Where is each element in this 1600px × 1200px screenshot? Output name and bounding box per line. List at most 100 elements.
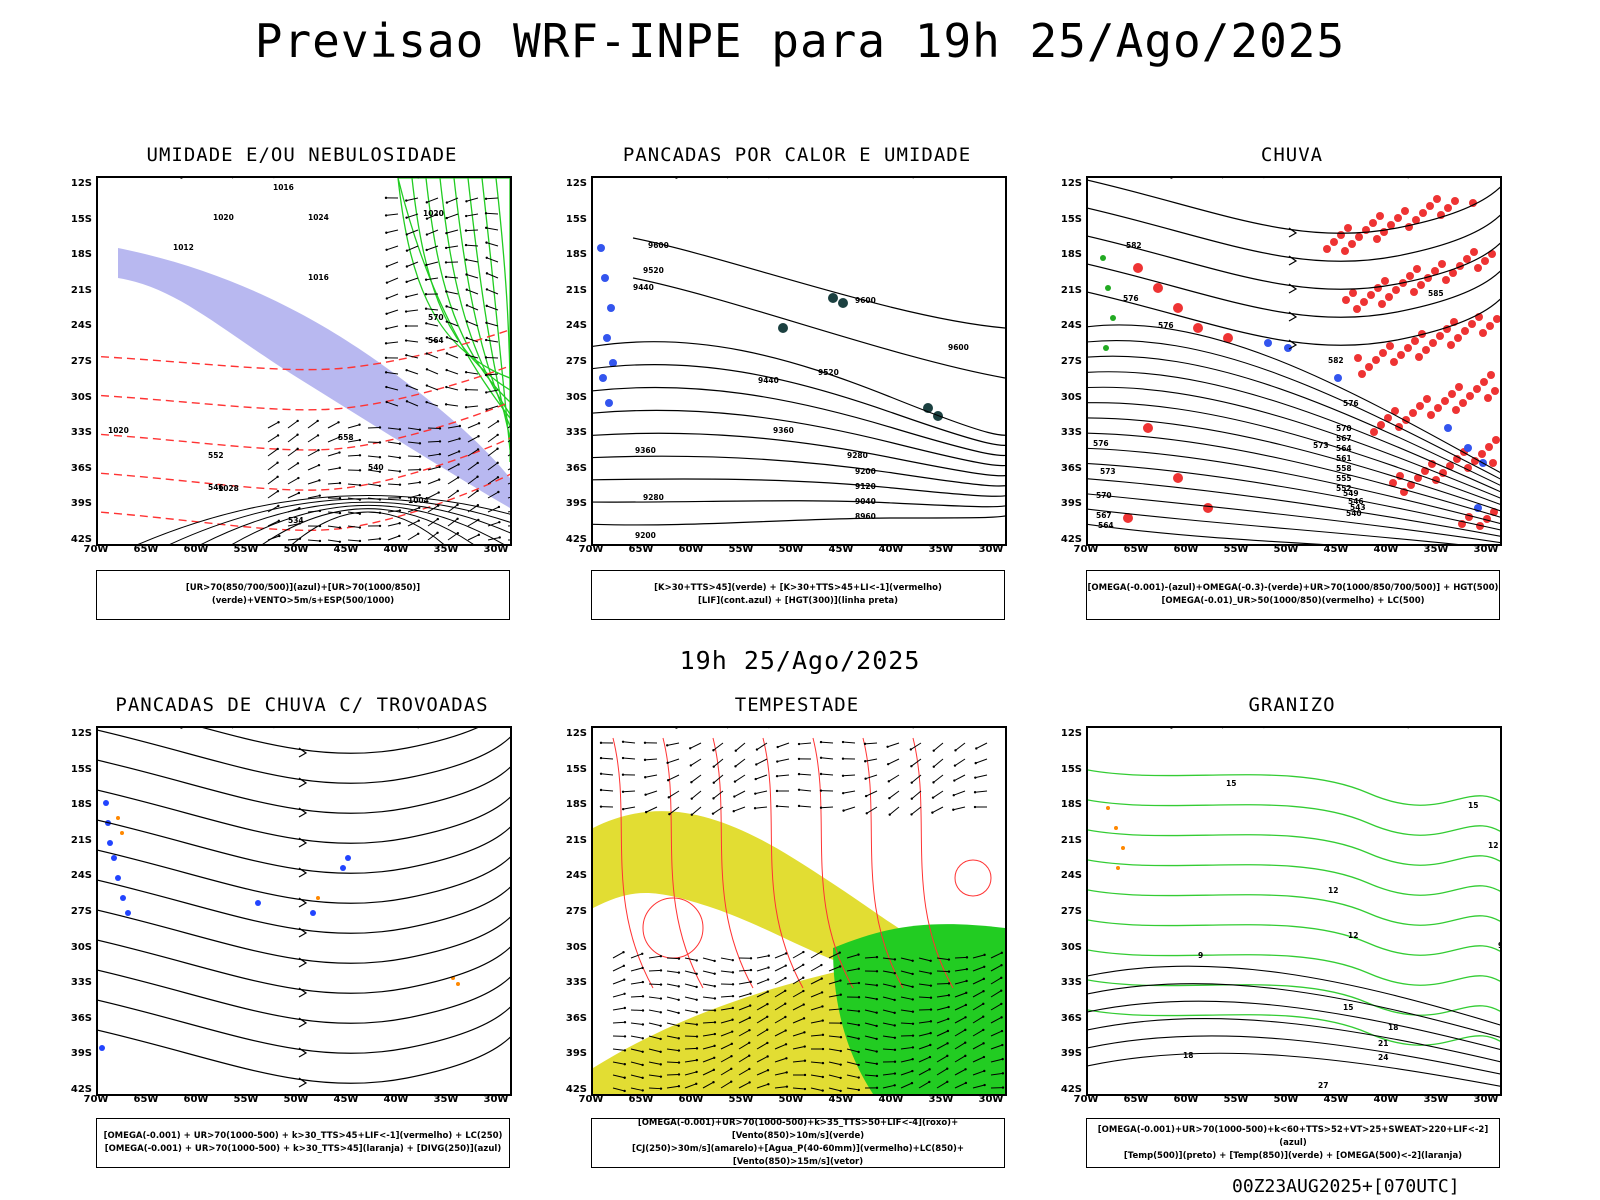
- wind-vector: [792, 1004, 804, 1011]
- wind-vector: [446, 336, 459, 343]
- shaded-area: [1438, 260, 1446, 268]
- wind-vector: [954, 968, 967, 972]
- wind-vector-head: [378, 524, 382, 528]
- shaded-area: [1405, 223, 1413, 231]
- wind-vector-head: [887, 780, 891, 783]
- wind-vector: [446, 291, 459, 295]
- wind-vector: [866, 806, 878, 814]
- wind-vector: [426, 277, 439, 281]
- wind-vector-head: [677, 957, 681, 960]
- shaded-area: [828, 293, 838, 303]
- wind-vector-head: [803, 1059, 807, 1062]
- wind-vector: [465, 244, 479, 247]
- wind-vector: [936, 957, 949, 961]
- wind-vector-head: [496, 420, 500, 423]
- shaded-area: [1473, 385, 1481, 393]
- wind-vector: [386, 229, 399, 234]
- contour-label: 1024: [308, 213, 329, 222]
- wind-vector: [307, 479, 320, 485]
- wind-vector: [756, 967, 769, 972]
- wind-vector: [466, 320, 479, 327]
- wind-vector-head: [398, 456, 402, 459]
- wind-vector-head: [911, 1034, 915, 1037]
- wind-vector: [774, 965, 786, 972]
- panel-title: TEMPESTADE: [734, 694, 860, 716]
- wind-vector: [387, 427, 400, 430]
- latitude-label: 39S: [565, 498, 587, 510]
- contour-label: 1012: [173, 243, 194, 252]
- wind-vector: [486, 389, 499, 393]
- wind-vector-head: [713, 959, 716, 963]
- map-canvas: [593, 728, 1005, 1094]
- shaded-area: [1344, 224, 1352, 232]
- wind-vector-head: [385, 265, 389, 268]
- shaded-area: [1429, 339, 1437, 347]
- shaded-area: [107, 840, 113, 846]
- wind-vector: [900, 970, 913, 975]
- wind-vector-head: [358, 423, 361, 426]
- wind-vector: [367, 511, 381, 514]
- shaded-area: [1481, 257, 1489, 265]
- wind-vector: [630, 981, 643, 985]
- wind-vector: [446, 213, 459, 219]
- wind-vector-head: [802, 950, 805, 954]
- contour-label: 15: [1226, 779, 1236, 788]
- wind-vector-head: [465, 336, 468, 340]
- wind-vector: [888, 774, 900, 782]
- wind-vector-head: [766, 1069, 770, 1072]
- wind-vector-head: [732, 809, 735, 813]
- shaded-area: [1463, 255, 1471, 263]
- shaded-area: [1444, 424, 1452, 432]
- wind-vector-head: [623, 1089, 626, 1093]
- contour-label: 18: [1388, 1023, 1398, 1032]
- wind-vector-head: [730, 1042, 734, 1046]
- contour-label: 576: [1343, 399, 1359, 408]
- wind-vector: [954, 774, 966, 781]
- wind-vector: [447, 425, 460, 429]
- wind-vector-head: [911, 1010, 915, 1013]
- panel-title: PANCADAS DE CHUVA C/ TROVOADAS: [115, 694, 489, 716]
- wind-vector-head: [385, 385, 388, 389]
- wind-vector-head: [621, 740, 625, 744]
- contour-label: 543: [1350, 503, 1366, 512]
- wind-vector-head: [947, 982, 951, 985]
- legend-line: [CJ(250)>30m/s](amarelo)+[Agua_P(40-60mm…: [631, 1144, 965, 1167]
- shaded-area: [1342, 296, 1350, 304]
- wind-vector: [990, 1016, 1002, 1024]
- wind-vector-head: [405, 400, 409, 403]
- shaded-area: [1360, 298, 1368, 306]
- wind-vector: [932, 790, 944, 799]
- forecast-map: 151291215182124271815129: [1086, 726, 1502, 1096]
- wind-vector-head: [748, 1016, 751, 1019]
- wind-vector: [972, 1084, 985, 1089]
- contour-label: 558: [338, 433, 354, 442]
- wind-vector: [307, 510, 320, 513]
- legend-line: [OMEGA(-0.001) + UR>70(1000-500) + k>30_…: [103, 1131, 503, 1141]
- isoline: [98, 328, 510, 371]
- wind-vector-head: [641, 1037, 644, 1040]
- wind-vector: [918, 996, 932, 999]
- wind-vector-head: [276, 475, 279, 479]
- wind-vector: [406, 400, 419, 407]
- shaded-area: [1459, 399, 1467, 407]
- wind-vector: [487, 462, 498, 471]
- wind-vector-head: [1001, 1057, 1004, 1061]
- wind-vector: [386, 245, 399, 251]
- wind-vector: [386, 401, 399, 407]
- wind-vector: [427, 440, 441, 443]
- wind-vector: [486, 373, 499, 376]
- contour-label: 9600: [948, 343, 969, 352]
- wind-vector: [690, 758, 702, 766]
- wind-vector: [864, 1022, 877, 1027]
- wind-vector: [327, 452, 340, 457]
- wind-vector: [467, 534, 480, 541]
- shaded-area: [310, 910, 316, 916]
- wind-vector: [327, 436, 340, 443]
- legend-line: [Temp(500)](preto) + [Temp(850)](verde) …: [1123, 1150, 1463, 1161]
- wind-vector-head: [436, 504, 440, 507]
- latitude-label: 12S: [565, 178, 587, 189]
- wind-vector: [846, 1074, 859, 1079]
- wind-vector-head: [456, 503, 459, 506]
- wind-vector: [936, 994, 949, 998]
- wind-vector-head: [731, 1018, 734, 1021]
